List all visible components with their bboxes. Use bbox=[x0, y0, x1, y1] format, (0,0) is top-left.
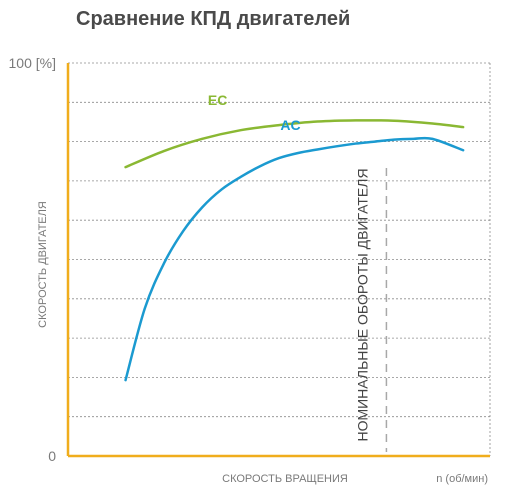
x-axis-label: СКОРОСТЬ ВРАЩЕНИЯ bbox=[222, 473, 348, 485]
rated-speed-marker-label: НОМИНАЛЬНЫЕ ОБОРОТЫ ДВИГАТЕЛЯ bbox=[354, 168, 370, 441]
y-axis-label: СКОРОСТЬ ДВИГАТЕЛЯ bbox=[37, 201, 49, 328]
series-label-ac: AC bbox=[280, 117, 300, 133]
grid-lines bbox=[68, 62, 491, 456]
series-layer: EC AC bbox=[124, 92, 465, 382]
series-label-ec: EC bbox=[208, 92, 227, 108]
y-tick-label-top: 100 [%] bbox=[9, 55, 56, 71]
y-tick-label-bottom: 0 bbox=[48, 448, 56, 464]
series-line-ec bbox=[124, 119, 465, 169]
chart-title: Сравнение КПД двигателей bbox=[76, 8, 351, 30]
x-axis-unit-label: n (об/мин) bbox=[436, 473, 488, 485]
series-line-ac bbox=[124, 136, 465, 382]
